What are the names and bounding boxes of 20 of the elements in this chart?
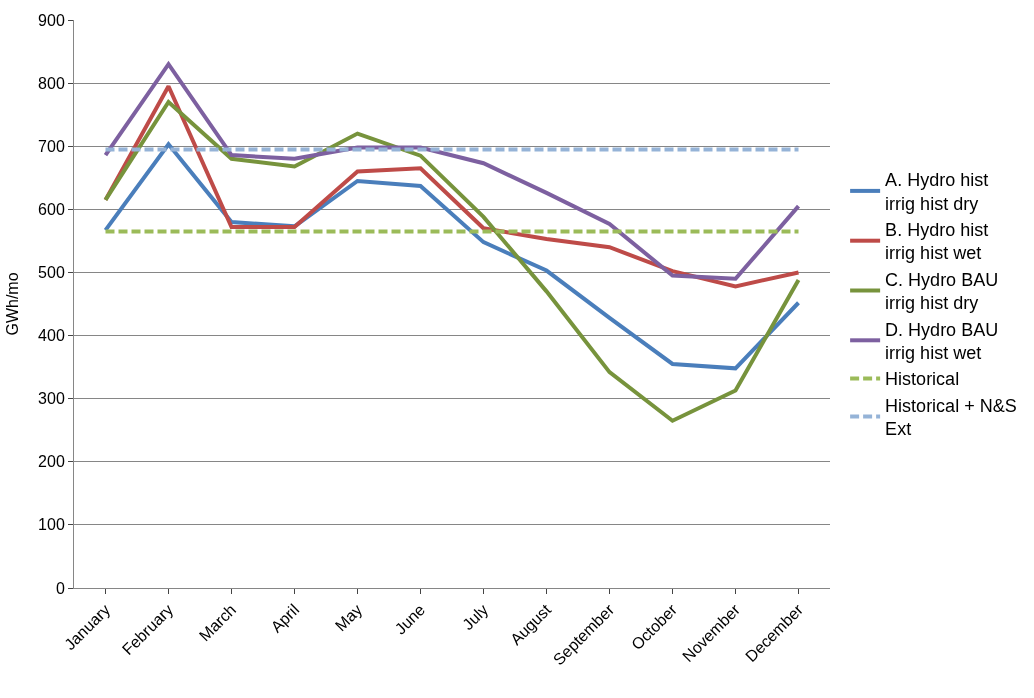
legend-label: D. Hydro BAU irrig hist wet	[885, 319, 999, 364]
legend-label: Historical	[885, 369, 960, 390]
y-tick-label: 800	[38, 74, 65, 92]
y-tick-label: 200	[38, 453, 65, 471]
x-tick-label: May	[331, 600, 366, 635]
y-tick-label: 100	[38, 516, 65, 534]
legend-label: Historical + N&S Ext	[885, 395, 1017, 440]
legend-label: B. Hydro hist irrig hist wet	[885, 220, 989, 264]
y-tick-label: 900	[38, 11, 65, 29]
y-tick-label: 300	[38, 390, 65, 408]
y-tick-label: 0	[55, 579, 65, 597]
x-tick-label: July	[459, 600, 492, 634]
y-tick-label: 500	[38, 264, 65, 282]
legend-label: C. Hydro BAU irrig hist dry	[885, 269, 999, 314]
legend-label: A. Hydro hist irrig hist dry	[885, 170, 989, 214]
y-tick-label: 700	[38, 137, 65, 155]
y-tick-label: 400	[38, 327, 65, 345]
y-tick-label: 600	[38, 200, 65, 218]
line-series	[103, 100, 801, 423]
y-axis-title: GWh/mo	[4, 272, 21, 336]
